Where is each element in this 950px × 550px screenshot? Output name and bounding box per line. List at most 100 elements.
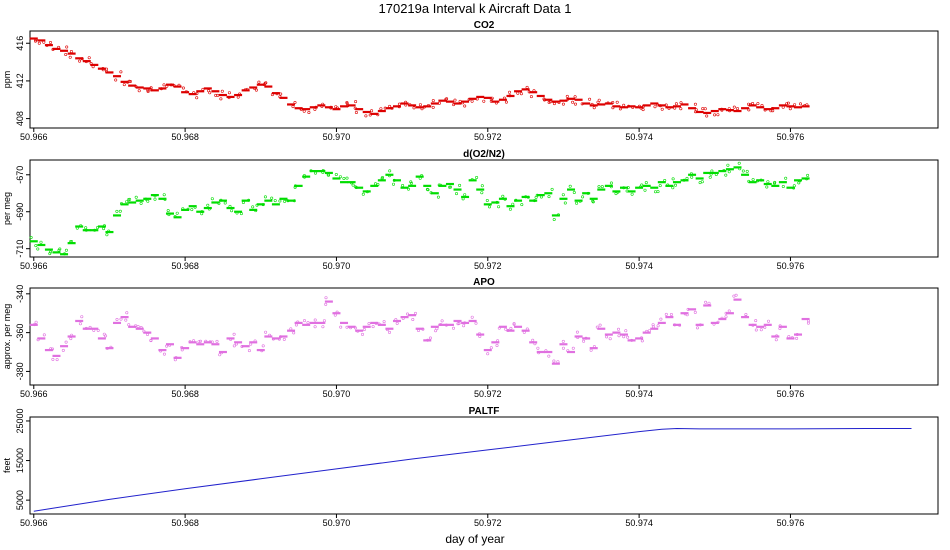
data-point <box>722 169 726 173</box>
data-point <box>732 294 736 298</box>
data-point <box>37 41 41 45</box>
data-point <box>293 184 297 188</box>
data-point <box>380 176 384 180</box>
data-point <box>712 322 716 326</box>
data-point <box>387 330 391 334</box>
data-point <box>746 102 750 106</box>
data-point <box>586 191 590 195</box>
data-point <box>679 101 683 105</box>
data-point <box>321 169 325 173</box>
data-point <box>51 47 55 51</box>
y-tick-label: 408 <box>15 111 25 126</box>
data-point <box>216 93 220 97</box>
data-point <box>367 322 371 326</box>
data-point <box>544 349 548 353</box>
data-point <box>254 209 258 213</box>
data-point <box>512 322 516 326</box>
data-point <box>390 106 394 110</box>
data-point <box>293 185 297 189</box>
data-point <box>169 83 173 87</box>
data-point <box>374 321 378 325</box>
data-point <box>235 342 239 346</box>
data-point <box>282 337 286 341</box>
data-point <box>109 345 113 349</box>
y-tick-label: 5000 <box>15 490 25 510</box>
data-point <box>408 103 412 107</box>
data-point <box>162 83 166 87</box>
data-point <box>788 107 792 111</box>
data-point <box>640 339 644 343</box>
data-point <box>193 205 197 209</box>
data-point <box>591 199 595 203</box>
data-point <box>279 92 283 96</box>
data-point <box>401 316 405 320</box>
data-point <box>618 107 622 111</box>
data-point <box>204 339 208 343</box>
y-tick-label: -690 <box>15 203 25 221</box>
data-point <box>537 351 541 355</box>
data-point <box>101 68 105 72</box>
data-point <box>32 323 36 327</box>
data-point <box>168 343 172 347</box>
x-tick-label: 50.976 <box>777 261 805 271</box>
data-point <box>727 107 731 111</box>
data-point <box>412 106 416 110</box>
data-point <box>207 207 211 211</box>
panel-title: PALTF <box>469 406 500 417</box>
data-point <box>34 244 38 248</box>
data-point <box>214 93 218 97</box>
data-point <box>439 322 443 326</box>
data-point <box>122 83 126 87</box>
data-point <box>345 176 349 180</box>
data-point <box>461 197 465 201</box>
data-point <box>576 335 580 339</box>
data-point <box>595 325 599 329</box>
data-point <box>596 100 600 104</box>
data-point <box>387 174 391 178</box>
data-point <box>309 169 313 173</box>
data-point <box>547 100 551 104</box>
data-point <box>339 325 343 329</box>
data-point <box>313 171 317 175</box>
data-point <box>79 224 83 228</box>
y-tick-label: -340 <box>15 285 25 303</box>
data-point <box>227 91 231 95</box>
data-point <box>747 179 751 183</box>
data-point <box>257 80 261 84</box>
data-point <box>418 103 422 107</box>
data-point <box>695 326 699 330</box>
data-point <box>598 323 602 327</box>
data-point <box>172 84 176 88</box>
data-point <box>107 229 111 233</box>
data-point <box>467 98 471 102</box>
data-point <box>631 105 635 109</box>
y-tick-label: 412 <box>15 73 25 88</box>
data-point <box>181 207 185 211</box>
data-point <box>608 337 612 341</box>
x-tick-label: 50.968 <box>171 132 199 142</box>
data-point <box>418 176 422 180</box>
x-tick-label: 50.972 <box>474 132 502 142</box>
data-point <box>64 52 68 56</box>
data-point <box>754 328 758 332</box>
data-point <box>622 186 626 190</box>
plot-frame <box>29 159 939 258</box>
y-axis-label: ppm <box>2 71 12 89</box>
data-point <box>622 103 626 107</box>
data-point <box>29 236 33 240</box>
data-point <box>732 105 736 109</box>
data-point <box>278 95 282 99</box>
data-point <box>329 105 333 109</box>
data-point <box>781 105 785 109</box>
y-tick-label: 416 <box>15 36 25 51</box>
data-point <box>162 193 166 197</box>
data-point <box>286 199 290 203</box>
data-point <box>36 338 40 342</box>
data-point <box>230 209 234 213</box>
y-axis-label: feet <box>2 457 12 473</box>
data-point <box>353 106 357 110</box>
data-point <box>36 247 40 251</box>
data-point <box>656 324 660 328</box>
data-point <box>793 103 797 107</box>
